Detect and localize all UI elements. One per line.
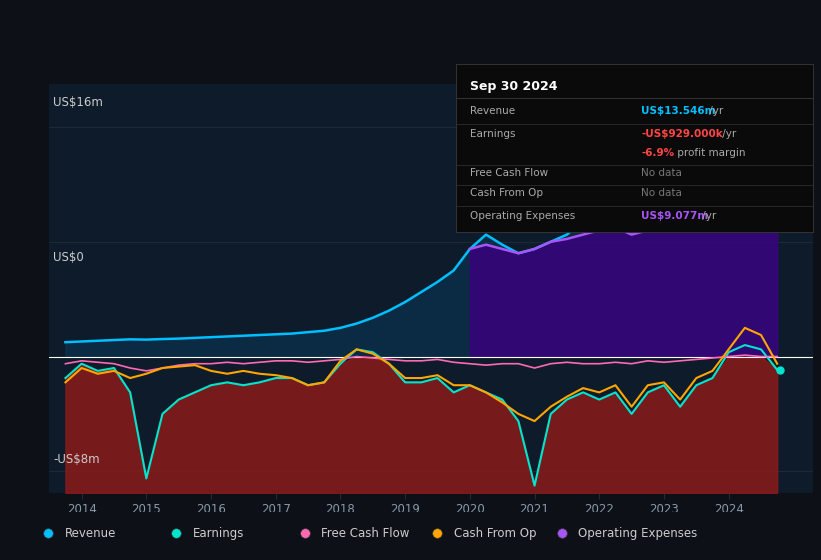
- Text: -6.9%: -6.9%: [641, 148, 675, 157]
- Text: Cash From Op: Cash From Op: [470, 188, 543, 198]
- Text: /yr: /yr: [699, 212, 717, 221]
- Text: /yr: /yr: [706, 106, 723, 116]
- Text: Free Cash Flow: Free Cash Flow: [321, 527, 410, 540]
- Text: Earnings: Earnings: [193, 527, 245, 540]
- Text: Free Cash Flow: Free Cash Flow: [470, 168, 548, 178]
- Text: Sep 30 2024: Sep 30 2024: [470, 80, 557, 92]
- Text: No data: No data: [641, 188, 682, 198]
- Text: -US$8m: -US$8m: [53, 453, 99, 466]
- Text: US$13.546m: US$13.546m: [641, 106, 716, 116]
- Text: Revenue: Revenue: [65, 527, 116, 540]
- Text: US$9.077m: US$9.077m: [641, 212, 709, 221]
- Text: -US$929.000k: -US$929.000k: [641, 129, 723, 139]
- Text: No data: No data: [641, 168, 682, 178]
- Text: profit margin: profit margin: [673, 148, 745, 157]
- Text: Operating Expenses: Operating Expenses: [470, 212, 576, 221]
- Text: Earnings: Earnings: [470, 129, 516, 139]
- Text: US$16m: US$16m: [53, 96, 103, 109]
- Text: Revenue: Revenue: [470, 106, 515, 116]
- Text: Cash From Op: Cash From Op: [453, 527, 536, 540]
- Text: Operating Expenses: Operating Expenses: [578, 527, 697, 540]
- Text: /yr: /yr: [718, 129, 736, 139]
- Text: US$0: US$0: [53, 251, 84, 264]
